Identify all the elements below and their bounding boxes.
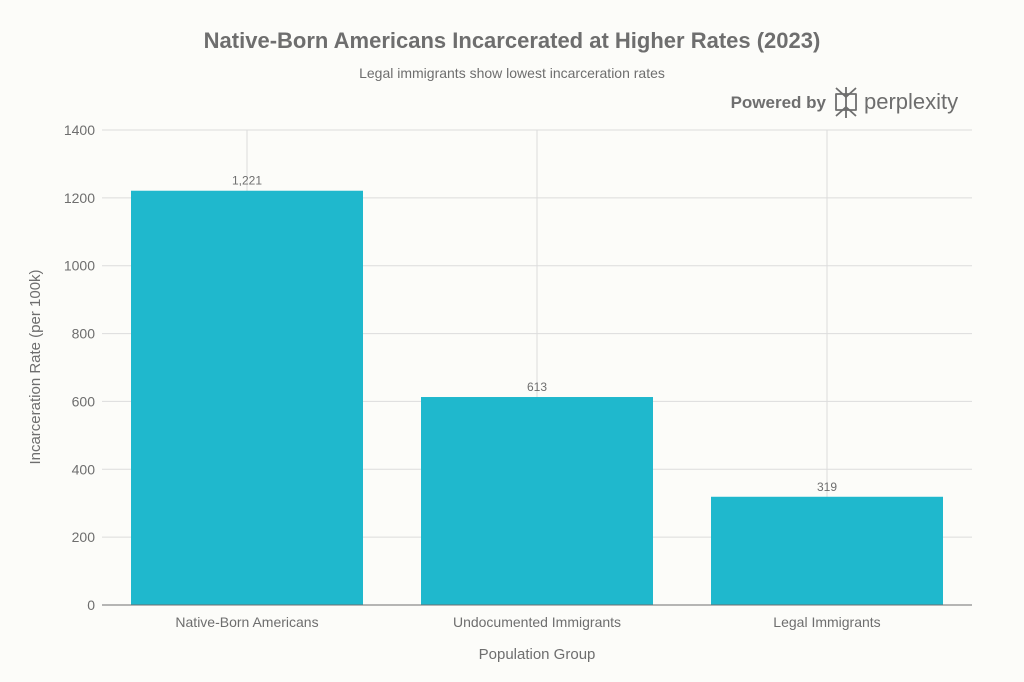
y-tick-label: 0 xyxy=(87,597,95,613)
y-tick-label: 1400 xyxy=(64,122,95,138)
chart-title: Native-Born Americans Incarcerated at Hi… xyxy=(204,28,821,53)
y-tick-label: 200 xyxy=(72,529,96,545)
x-tick-label: Legal Immigrants xyxy=(773,614,880,630)
y-axis-title: Incarceration Rate (per 100k) xyxy=(27,269,44,464)
y-tick-label: 1000 xyxy=(64,258,95,274)
y-tick-label: 400 xyxy=(72,461,96,477)
bar xyxy=(711,496,943,605)
y-tick-label: 600 xyxy=(72,393,96,409)
brand-name: perplexity xyxy=(864,89,958,114)
y-tick-label: 800 xyxy=(72,326,96,342)
data-labels: 1,221 613 319 xyxy=(232,174,837,494)
x-axis-ticks: Native-Born Americans Undocumented Immigr… xyxy=(175,614,880,630)
bar-value-label: 319 xyxy=(817,480,837,494)
powered-by-label: Powered by xyxy=(731,93,827,112)
y-tick-label: 1200 xyxy=(64,190,95,206)
perplexity-logo-icon xyxy=(835,87,857,118)
y-axis-ticks: 0 200 400 600 800 1000 1200 1400 xyxy=(64,122,95,613)
bars xyxy=(131,190,943,605)
x-tick-label: Undocumented Immigrants xyxy=(453,614,621,630)
bar xyxy=(131,190,363,605)
bar xyxy=(421,397,653,605)
brand-watermark: Powered by perplexity xyxy=(731,87,958,118)
bar-value-label: 613 xyxy=(527,380,547,394)
chart-subtitle: Legal immigrants show lowest incarcerati… xyxy=(359,65,665,81)
x-tick-label: Native-Born Americans xyxy=(175,614,318,630)
x-axis-title: Population Group xyxy=(479,646,596,663)
bar-value-label: 1,221 xyxy=(232,174,262,188)
